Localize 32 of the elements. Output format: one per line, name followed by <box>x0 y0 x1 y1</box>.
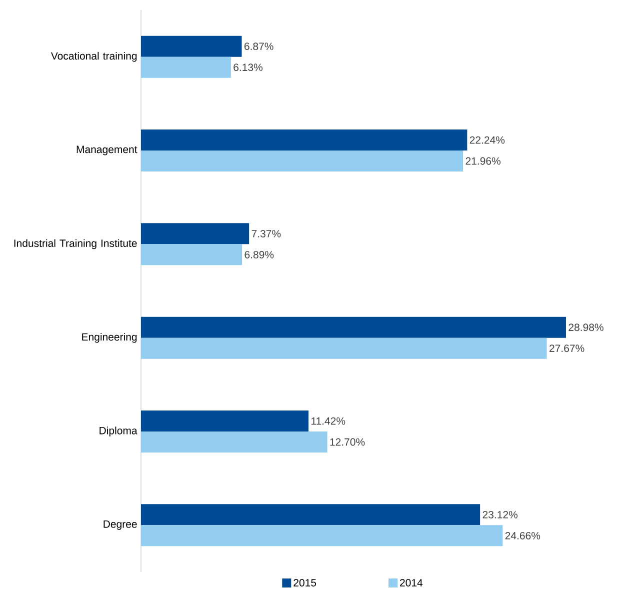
data-label: 12.70% <box>330 438 365 446</box>
data-label: 24.66% <box>505 532 540 540</box>
data-label: 27.67% <box>550 344 584 352</box>
data-label: 11.42% <box>311 417 346 425</box>
legend-label: 2015 <box>294 579 316 586</box>
data-label: 6.13% <box>234 64 262 72</box>
data-label: 28.98% <box>568 324 604 332</box>
data-label: 21.96% <box>466 157 500 165</box>
bar <box>141 130 468 151</box>
y-tick-label: Engineering <box>82 332 137 343</box>
bar <box>141 223 250 244</box>
y-tick-label: Industrial Training Institute <box>14 239 137 250</box>
data-label: 22.24% <box>470 136 505 144</box>
y-tick-label: Degree <box>104 520 137 530</box>
bar <box>141 525 503 546</box>
bar <box>141 56 231 78</box>
y-tick-label: Diploma <box>100 426 138 436</box>
legend-label: 2014 <box>400 579 423 586</box>
data-label: 6.87% <box>244 42 274 50</box>
bar <box>141 316 566 338</box>
data-label: 23.12% <box>482 510 518 518</box>
y-tick-label: Management <box>76 146 138 156</box>
bar <box>141 338 547 359</box>
bar <box>141 410 308 432</box>
bar <box>141 432 328 453</box>
bar <box>141 36 242 57</box>
bar <box>141 244 242 266</box>
data-label: 7.37% <box>252 230 281 238</box>
bar <box>141 504 480 526</box>
y-tick-label: Vocational training <box>50 52 137 62</box>
data-label: 6.89% <box>244 250 274 258</box>
bar <box>141 150 464 172</box>
